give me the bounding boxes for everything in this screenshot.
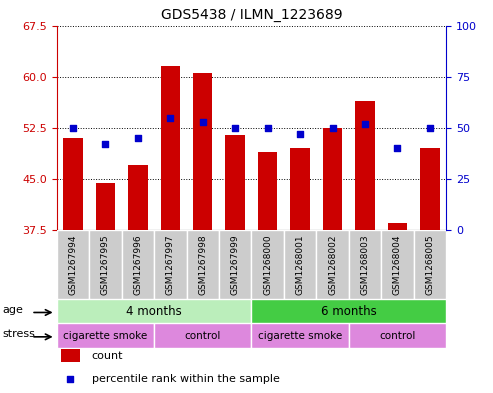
Bar <box>317 230 349 299</box>
Bar <box>128 165 147 230</box>
Text: 4 months: 4 months <box>126 305 182 318</box>
Point <box>296 131 304 137</box>
Bar <box>219 230 251 299</box>
Text: GSM1268001: GSM1268001 <box>296 234 305 295</box>
Bar <box>225 135 245 230</box>
Text: GSM1268005: GSM1268005 <box>425 234 434 295</box>
Bar <box>63 138 83 230</box>
Bar <box>61 349 80 362</box>
Text: control: control <box>184 331 221 341</box>
Text: count: count <box>92 351 123 361</box>
Text: GSM1267996: GSM1267996 <box>133 234 142 295</box>
Text: GSM1267997: GSM1267997 <box>166 234 175 295</box>
Point <box>134 135 142 141</box>
Bar <box>57 323 154 348</box>
Text: GSM1268000: GSM1268000 <box>263 234 272 295</box>
Point <box>264 125 272 131</box>
Bar <box>122 230 154 299</box>
Point <box>426 125 434 131</box>
Bar <box>186 230 219 299</box>
Text: GSM1268004: GSM1268004 <box>393 235 402 295</box>
Bar <box>89 230 122 299</box>
Text: 6 months: 6 months <box>321 305 377 318</box>
Bar <box>420 149 440 230</box>
Bar <box>323 128 342 230</box>
Point <box>361 121 369 127</box>
Bar <box>349 323 446 348</box>
Text: GSM1267994: GSM1267994 <box>69 235 77 295</box>
Bar <box>96 182 115 230</box>
Point <box>102 141 109 147</box>
Bar <box>154 230 186 299</box>
Text: stress: stress <box>3 329 35 340</box>
Text: GSM1268002: GSM1268002 <box>328 235 337 295</box>
Point <box>199 119 207 125</box>
Bar <box>258 152 278 230</box>
Text: control: control <box>379 331 416 341</box>
Bar <box>193 73 212 230</box>
Point <box>231 125 239 131</box>
Text: percentile rank within the sample: percentile rank within the sample <box>92 374 280 384</box>
Bar <box>387 224 407 230</box>
Bar <box>154 323 251 348</box>
Point <box>67 376 74 382</box>
Bar <box>381 230 414 299</box>
Bar <box>349 230 381 299</box>
Text: GSM1267998: GSM1267998 <box>198 234 207 295</box>
Bar <box>251 230 284 299</box>
Point <box>166 114 174 121</box>
Bar <box>414 230 446 299</box>
Title: GDS5438 / ILMN_1223689: GDS5438 / ILMN_1223689 <box>161 8 342 22</box>
Text: GSM1268003: GSM1268003 <box>360 234 370 295</box>
Text: cigarette smoke: cigarette smoke <box>258 331 342 341</box>
Text: GSM1267999: GSM1267999 <box>231 234 240 295</box>
Bar <box>251 299 446 323</box>
Text: cigarette smoke: cigarette smoke <box>63 331 147 341</box>
Bar <box>284 230 317 299</box>
Bar <box>161 66 180 230</box>
Bar <box>251 323 349 348</box>
Text: GSM1267995: GSM1267995 <box>101 234 110 295</box>
Text: age: age <box>3 305 24 315</box>
Bar <box>290 149 310 230</box>
Point <box>393 145 401 152</box>
Point <box>329 125 337 131</box>
Point <box>69 125 77 131</box>
Bar <box>355 101 375 230</box>
Bar <box>57 230 89 299</box>
Bar <box>57 299 251 323</box>
